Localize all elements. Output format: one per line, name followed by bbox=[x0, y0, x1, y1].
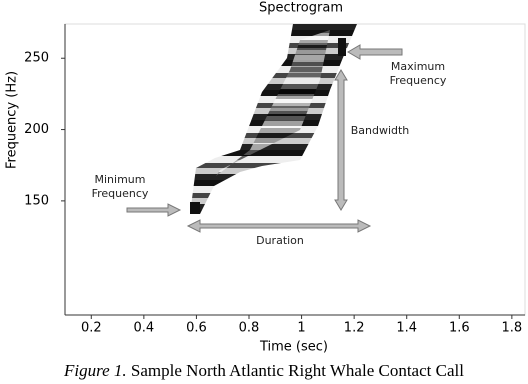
x-tick-label: 0.4 bbox=[134, 321, 155, 336]
x-tick-label: 1.6 bbox=[449, 321, 470, 336]
caption-text: Sample North Atlantic Right Whale Contac… bbox=[131, 361, 464, 380]
x-tick-label: 0.2 bbox=[81, 321, 102, 336]
chart-title: Spectrogram bbox=[259, 1, 343, 16]
x-tick-label: 0.6 bbox=[186, 321, 207, 336]
annotation: Maximum bbox=[391, 60, 445, 73]
spectrogram-image bbox=[190, 24, 357, 214]
x-tick-label: 1 bbox=[297, 321, 305, 336]
y-tick-label: 250 bbox=[24, 51, 49, 66]
annotation: Frequency bbox=[390, 74, 447, 87]
annotation: Bandwidth bbox=[351, 124, 410, 137]
x-tick-label: 1.2 bbox=[344, 321, 365, 336]
caption-label: Figure 1. bbox=[63, 361, 127, 380]
annotation: Frequency bbox=[92, 187, 149, 200]
y-tick-label: 200 bbox=[24, 122, 49, 137]
x-axis-label: Time (sec) bbox=[259, 340, 328, 355]
annotation: Duration bbox=[256, 234, 304, 247]
x-tick-label: 1.8 bbox=[502, 321, 523, 336]
caption: Figure 1. Sample North Atlantic Right Wh… bbox=[63, 361, 464, 380]
x-tick-label: 0.8 bbox=[239, 321, 260, 336]
y-axis-label: Frequency (Hz) bbox=[5, 71, 20, 169]
x-tick-label: 1.4 bbox=[396, 321, 417, 336]
annotation-arrows bbox=[126, 44, 403, 233]
y-tick-label: 150 bbox=[24, 193, 49, 208]
annotation: Minimum bbox=[95, 173, 146, 186]
